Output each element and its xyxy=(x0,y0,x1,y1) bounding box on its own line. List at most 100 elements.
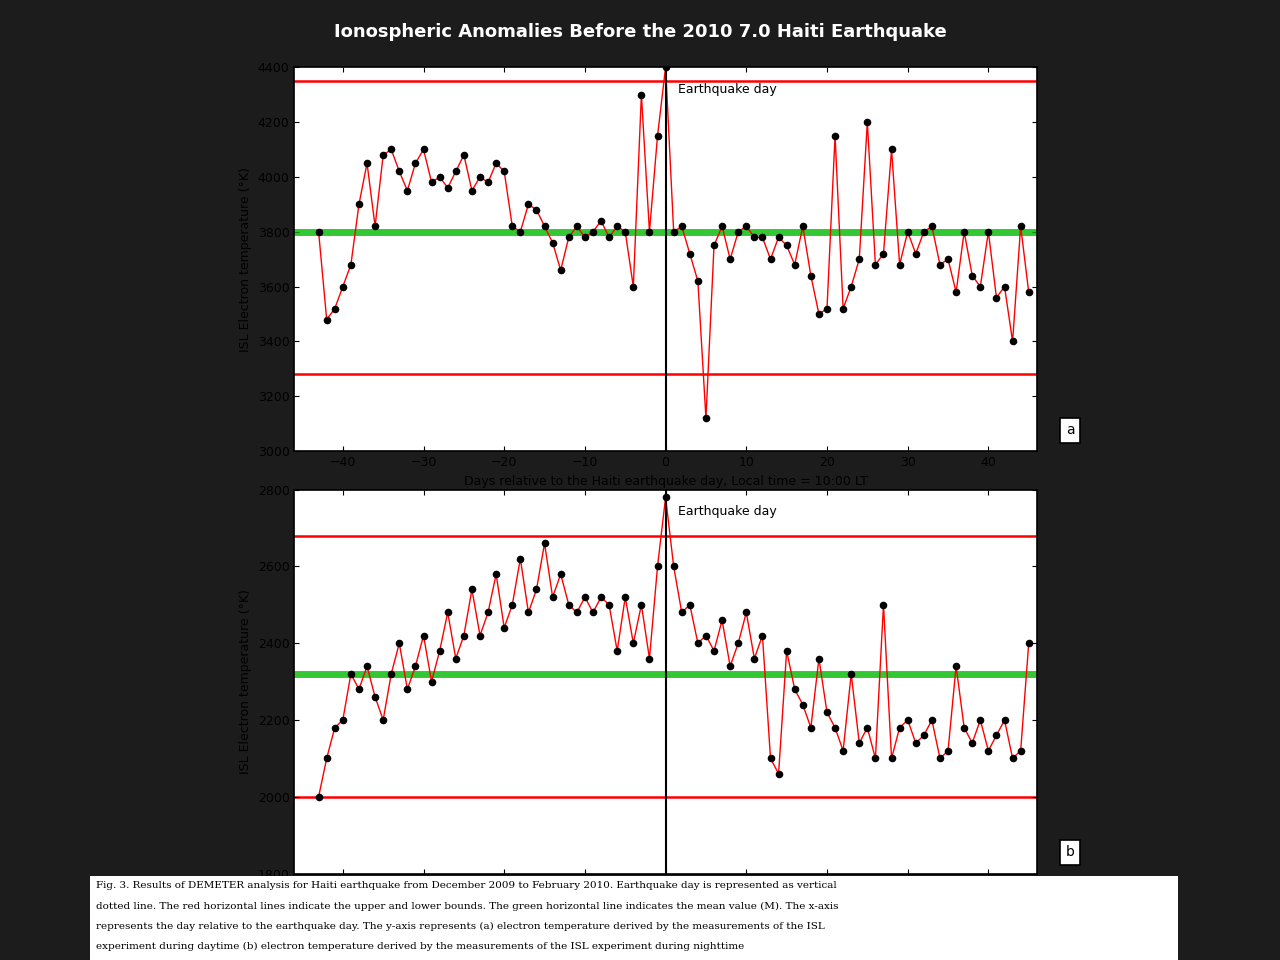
Point xyxy=(453,147,474,162)
Point xyxy=(486,156,507,171)
Point xyxy=(438,180,458,196)
Point xyxy=(462,582,483,597)
Point xyxy=(914,728,934,743)
Point xyxy=(1002,751,1023,766)
Point xyxy=(954,720,974,735)
Point xyxy=(534,536,554,551)
Point xyxy=(978,743,998,758)
Point xyxy=(833,300,854,316)
Point xyxy=(340,257,361,273)
Point xyxy=(494,620,515,636)
Point xyxy=(470,169,490,184)
Point xyxy=(333,279,353,295)
Point xyxy=(325,720,346,735)
Point xyxy=(413,628,434,643)
Point xyxy=(841,666,861,682)
Point xyxy=(995,279,1015,295)
Point xyxy=(938,252,959,267)
Point xyxy=(477,175,498,190)
Point xyxy=(800,268,820,283)
Point xyxy=(712,612,732,628)
Point xyxy=(511,224,531,239)
Point xyxy=(623,279,644,295)
Point xyxy=(631,87,652,103)
Point xyxy=(929,751,950,766)
Text: a: a xyxy=(1066,423,1074,437)
Point xyxy=(406,659,426,674)
Point xyxy=(963,735,983,751)
Point xyxy=(865,257,886,273)
Point xyxy=(614,589,635,605)
Text: Fig. 3. Results of DEMETER analysis for Haiti earthquake from December 2009 to F: Fig. 3. Results of DEMETER analysis for … xyxy=(96,881,837,890)
Point xyxy=(922,219,942,234)
Point xyxy=(849,252,869,267)
Point xyxy=(558,229,579,245)
Point xyxy=(946,284,966,300)
Point xyxy=(614,224,635,239)
Point xyxy=(502,597,522,612)
Point xyxy=(905,246,925,261)
Point xyxy=(623,636,644,651)
Point xyxy=(333,712,353,728)
Point xyxy=(511,551,531,566)
Point xyxy=(558,597,579,612)
Point xyxy=(308,224,329,239)
Point xyxy=(792,219,813,234)
Point xyxy=(470,628,490,643)
Point xyxy=(348,682,369,697)
Point xyxy=(543,235,563,251)
Point xyxy=(905,735,925,751)
Point xyxy=(421,175,442,190)
Text: Earthquake day: Earthquake day xyxy=(677,505,777,518)
Text: Earthquake day: Earthquake day xyxy=(677,83,777,96)
Point xyxy=(817,705,837,720)
Point xyxy=(897,712,918,728)
Point xyxy=(954,224,974,239)
Point xyxy=(995,712,1015,728)
Point xyxy=(824,128,845,143)
Point xyxy=(365,689,385,705)
Point xyxy=(663,224,684,239)
Point xyxy=(477,605,498,620)
Point xyxy=(502,219,522,234)
Point xyxy=(575,229,595,245)
Point xyxy=(753,229,773,245)
Point xyxy=(648,128,668,143)
Point xyxy=(648,559,668,574)
Point xyxy=(655,60,676,75)
Point xyxy=(777,643,797,659)
Point xyxy=(1019,284,1039,300)
Point xyxy=(768,229,788,245)
Point xyxy=(381,666,402,682)
Point xyxy=(406,156,426,171)
Point xyxy=(897,224,918,239)
Point xyxy=(680,597,700,612)
Point xyxy=(639,224,659,239)
Point xyxy=(308,789,329,804)
Point xyxy=(599,229,620,245)
Point xyxy=(357,156,378,171)
Point xyxy=(824,720,845,735)
Point xyxy=(453,628,474,643)
Point xyxy=(768,766,788,781)
Point xyxy=(316,751,337,766)
Point xyxy=(518,197,539,212)
Point xyxy=(704,238,724,253)
X-axis label: Days relative to the Haiti earthquake day, Local time = 21:00 LT: Days relative to the Haiti earthquake da… xyxy=(463,897,868,910)
Point xyxy=(760,751,781,766)
Point xyxy=(607,643,627,659)
Point xyxy=(340,666,361,682)
Point xyxy=(744,651,764,666)
Point xyxy=(365,219,385,234)
Point xyxy=(680,246,700,261)
Point xyxy=(655,490,676,505)
Point xyxy=(348,197,369,212)
Point xyxy=(809,306,829,322)
Point xyxy=(599,597,620,612)
Point xyxy=(494,164,515,180)
Point xyxy=(792,697,813,712)
Point xyxy=(518,605,539,620)
Point xyxy=(970,279,991,295)
Point xyxy=(914,224,934,239)
Point xyxy=(567,605,588,620)
